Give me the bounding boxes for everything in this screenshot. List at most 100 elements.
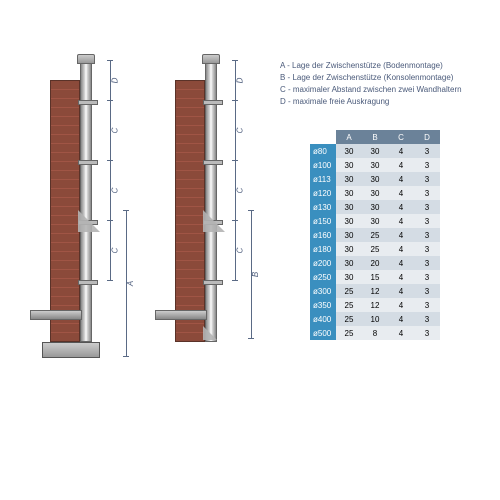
brick-wall	[50, 80, 80, 342]
dimension-label-D: D	[235, 78, 244, 84]
cell: 30	[362, 144, 388, 158]
dimension-tick	[123, 210, 129, 211]
chimney-floor-mount: DCCCA	[30, 60, 150, 360]
cell: 30	[362, 186, 388, 200]
chimney-cap	[77, 54, 95, 64]
cell: 30	[336, 228, 362, 242]
cell: 25	[336, 298, 362, 312]
table-row: ø200302043	[310, 256, 440, 270]
legend-b: B - Lage der Zwischenstütze (Konsolenmon…	[280, 72, 462, 84]
row-label: ø80	[310, 144, 336, 158]
cell: 4	[388, 186, 414, 200]
cell: 3	[414, 200, 440, 214]
dimension-tick	[232, 160, 238, 161]
row-label: ø160	[310, 228, 336, 242]
brick-wall	[175, 80, 205, 342]
table-row: ø120303043	[310, 186, 440, 200]
cell: 25	[336, 312, 362, 326]
cell: 3	[414, 298, 440, 312]
cell: 3	[414, 284, 440, 298]
cell: 3	[414, 242, 440, 256]
dimension-tick	[107, 60, 113, 61]
col-B: B	[362, 130, 388, 144]
cell: 25	[336, 326, 362, 340]
cell: 3	[414, 228, 440, 242]
cell: 12	[362, 298, 388, 312]
cell: 4	[388, 270, 414, 284]
table-row: ø250301543	[310, 270, 440, 284]
support-bracket	[78, 210, 100, 232]
dimension-tick	[248, 210, 254, 211]
table-row: ø160302543	[310, 228, 440, 242]
chimney-cap	[202, 54, 220, 64]
wall-bracket	[78, 280, 98, 285]
dimension-label-C: C	[235, 248, 244, 254]
cell: 12	[362, 284, 388, 298]
cell: 4	[388, 214, 414, 228]
row-label: ø130	[310, 200, 336, 214]
cell: 3	[414, 270, 440, 284]
cell: 20	[362, 256, 388, 270]
row-label: ø200	[310, 256, 336, 270]
cell: 30	[336, 158, 362, 172]
cell: 30	[336, 256, 362, 270]
cell: 4	[388, 172, 414, 186]
dimension-tick	[248, 338, 254, 339]
cell: 8	[362, 326, 388, 340]
cell: 3	[414, 144, 440, 158]
cell: 15	[362, 270, 388, 284]
row-label: ø100	[310, 158, 336, 172]
dimension-tick	[107, 280, 113, 281]
cell: 10	[362, 312, 388, 326]
dimension-label-C: C	[235, 188, 244, 194]
cell: 30	[336, 172, 362, 186]
col-D: D	[414, 130, 440, 144]
support-bracket	[203, 210, 225, 232]
dimension-tick	[123, 356, 129, 357]
table-row: ø50025843	[310, 326, 440, 340]
table-row: ø80303043	[310, 144, 440, 158]
legend-c: C - maximaler Abstand zwischen zwei Wand…	[280, 84, 462, 96]
dimension-label-C: C	[110, 128, 119, 134]
dimension-label-C: C	[235, 128, 244, 134]
row-label: ø300	[310, 284, 336, 298]
table-row: ø100303043	[310, 158, 440, 172]
dimension-tick	[232, 280, 238, 281]
cell: 3	[414, 158, 440, 172]
table-row: ø130303043	[310, 200, 440, 214]
chimney-console-mount: D C C C B	[155, 60, 275, 360]
cell: 3	[414, 214, 440, 228]
cell: 3	[414, 326, 440, 340]
row-label: ø120	[310, 186, 336, 200]
cell: 30	[336, 270, 362, 284]
row-label: ø250	[310, 270, 336, 284]
cell: 3	[414, 186, 440, 200]
wall-bracket	[203, 160, 223, 165]
cell: 25	[362, 242, 388, 256]
row-label: ø113	[310, 172, 336, 186]
table-row: ø300251243	[310, 284, 440, 298]
legend: A - Lage der Zwischenstütze (Bodenmontag…	[280, 60, 462, 108]
legend-a: A - Lage der Zwischenstütze (Bodenmontag…	[280, 60, 462, 72]
stove-connector	[30, 310, 82, 320]
cell: 30	[362, 172, 388, 186]
wall-bracket	[203, 280, 223, 285]
dimension-label-B: B	[251, 272, 260, 277]
dimension-tick	[107, 220, 113, 221]
cell: 4	[388, 312, 414, 326]
cell: 30	[362, 214, 388, 228]
cell: 4	[388, 298, 414, 312]
row-label: ø350	[310, 298, 336, 312]
cell: 30	[336, 200, 362, 214]
floor-base	[42, 342, 100, 358]
dimension-tick	[107, 160, 113, 161]
cell: 30	[336, 186, 362, 200]
cell: 4	[388, 326, 414, 340]
row-label: ø400	[310, 312, 336, 326]
cell: 3	[414, 172, 440, 186]
dimension-label-C: C	[110, 248, 119, 254]
dimension-label-C: C	[110, 188, 119, 194]
table-row: ø150303043	[310, 214, 440, 228]
row-label: ø180	[310, 242, 336, 256]
cell: 4	[388, 242, 414, 256]
